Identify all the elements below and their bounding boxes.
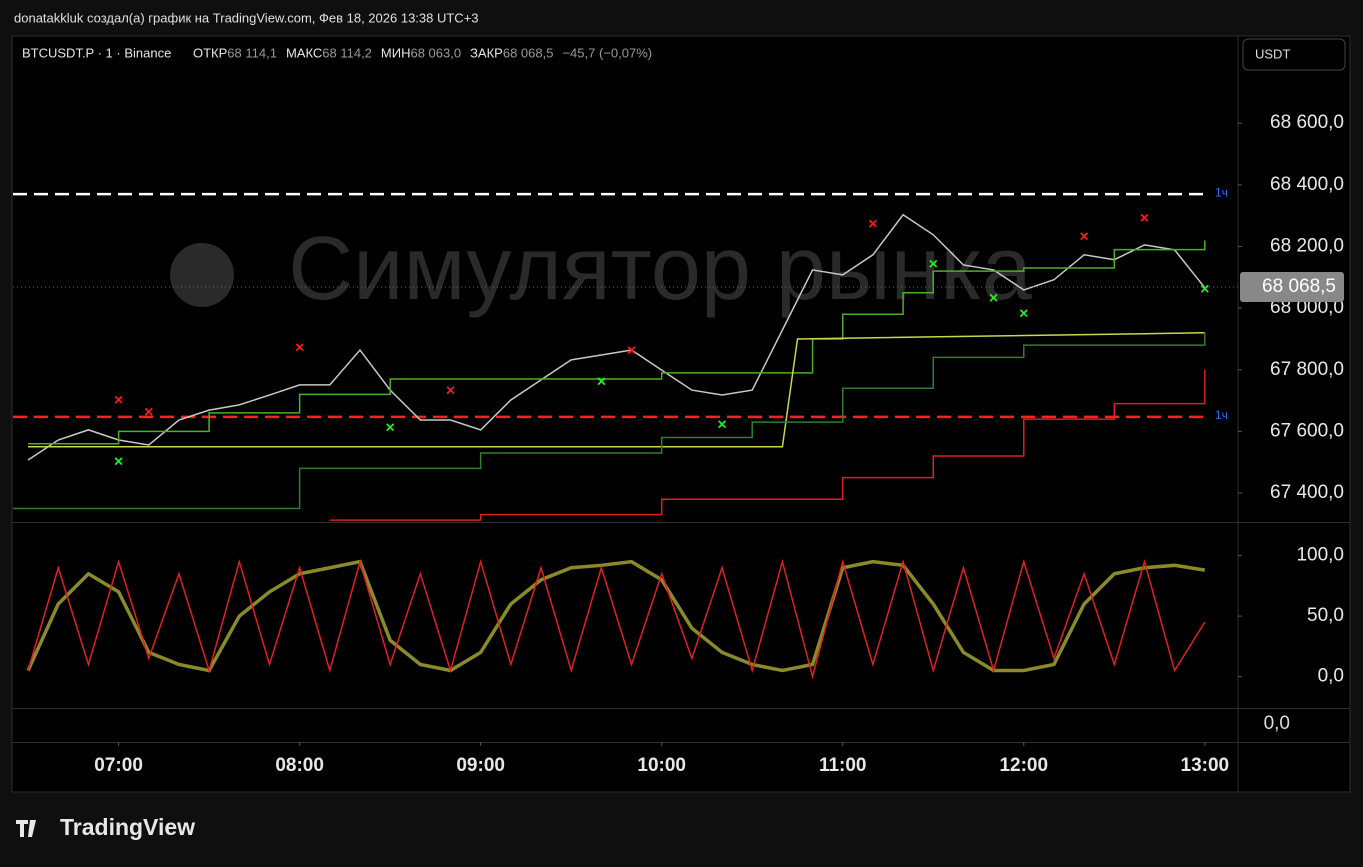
ohlc-name: ЗАКР: [470, 45, 503, 60]
signal-marker: ×: [295, 339, 304, 356]
x-tick-label: 07:00: [94, 755, 143, 776]
ohlc-value: 68 114,2: [322, 45, 372, 60]
y-tick-label: 50,0: [1307, 605, 1344, 626]
y-tick-label: 100,0: [1296, 545, 1344, 566]
signal-marker: ×: [1019, 306, 1028, 323]
x-tick-label: 11:00: [819, 755, 867, 776]
last-price-tag: [1240, 272, 1344, 303]
currency-button[interactable]: [1242, 38, 1346, 71]
y-tick-label: 68 400,0: [1270, 174, 1344, 195]
series-line: [329, 369, 1206, 521]
pane-tick: 0,0: [1264, 713, 1290, 734]
y-tick-label: 67 400,0: [1270, 482, 1344, 503]
y-tick-label: 68 000,0: [1270, 297, 1344, 318]
series-line: [28, 332, 1205, 448]
series-line: [26, 559, 1206, 673]
ohlc-value: 68 068,5: [503, 45, 554, 60]
y-tick-label: 68 200,0: [1270, 235, 1344, 256]
signal-marker: ×: [385, 420, 394, 437]
y-tick-label: 67 800,0: [1270, 359, 1344, 380]
ohlc-value: 68 114,1: [227, 45, 277, 60]
last-price-label: 68 068,5: [1262, 276, 1336, 297]
signal-marker: ×: [627, 342, 636, 359]
x-tick-label: 08:00: [275, 755, 324, 776]
signal-marker: ×: [1140, 210, 1149, 227]
y-tick-label: 67 600,0: [1270, 420, 1344, 441]
x-tick-label: 13:00: [1181, 755, 1230, 776]
series-line: [27, 558, 1206, 680]
ohlc-name: ОТКР: [193, 45, 227, 60]
signal-marker: ×: [114, 453, 123, 470]
symbol: BTCUSDT.P · 1 · Binance: [22, 45, 171, 60]
signal-marker: ×: [597, 373, 606, 390]
level-label: 1ч: [1215, 185, 1228, 199]
watermark: Симулятор рынка: [288, 219, 1033, 319]
change: −45,7 (−0,07%): [562, 45, 652, 60]
caption: donatakkluk создал(а) график на TradingV…: [14, 10, 479, 25]
signal-marker: ×: [929, 256, 938, 273]
series-line: [27, 213, 1206, 461]
level-label: 1ч: [1215, 408, 1228, 422]
y-tick-label: 0,0: [1318, 666, 1344, 687]
y-tick-label: 68 600,0: [1270, 112, 1344, 133]
signal-marker: ×: [717, 416, 726, 433]
x-tick-label: 09:00: [456, 755, 505, 776]
brand-logo: [16, 820, 36, 837]
x-tick-label: 12:00: [999, 755, 1048, 776]
chart-frame: [11, 35, 1351, 793]
signal-marker: ×: [868, 216, 877, 233]
ohlc-name: МИН: [381, 45, 411, 60]
watermark-icon: [170, 243, 234, 307]
signal-marker: ×: [1200, 281, 1209, 298]
series-line: [13, 332, 1206, 510]
ohlc-value: 68 063,0: [410, 45, 461, 60]
currency[interactable]: USDT: [1255, 46, 1290, 61]
brand: TradingView: [60, 814, 195, 840]
signal-marker: ×: [144, 404, 153, 421]
series-line: [28, 240, 1206, 445]
x-tick-label: 10:00: [637, 755, 686, 776]
signal-marker: ×: [446, 383, 455, 400]
signal-marker: ×: [1079, 228, 1088, 245]
signal-marker: ×: [114, 392, 123, 409]
ohlc-name: МАКС: [286, 45, 322, 60]
signal-marker: ×: [989, 290, 998, 307]
